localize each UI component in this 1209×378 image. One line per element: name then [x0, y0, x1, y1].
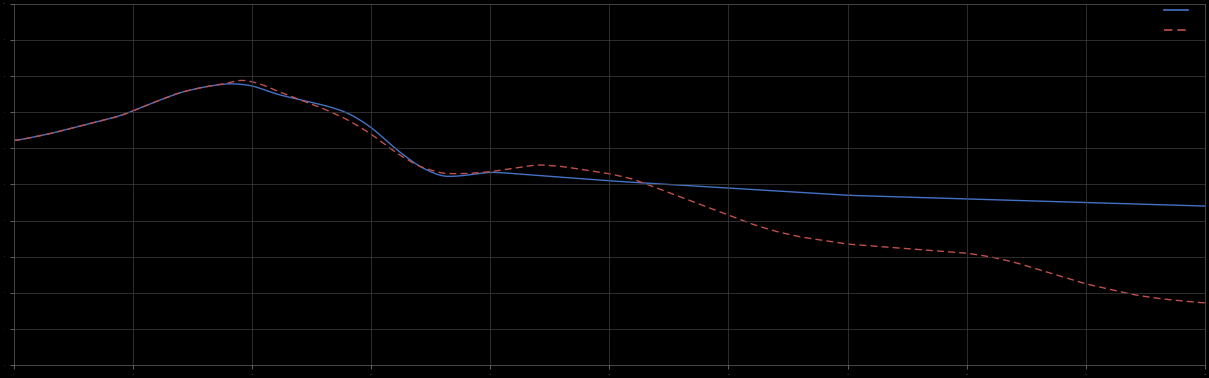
- Legend: , : ,: [1161, 2, 1201, 39]
